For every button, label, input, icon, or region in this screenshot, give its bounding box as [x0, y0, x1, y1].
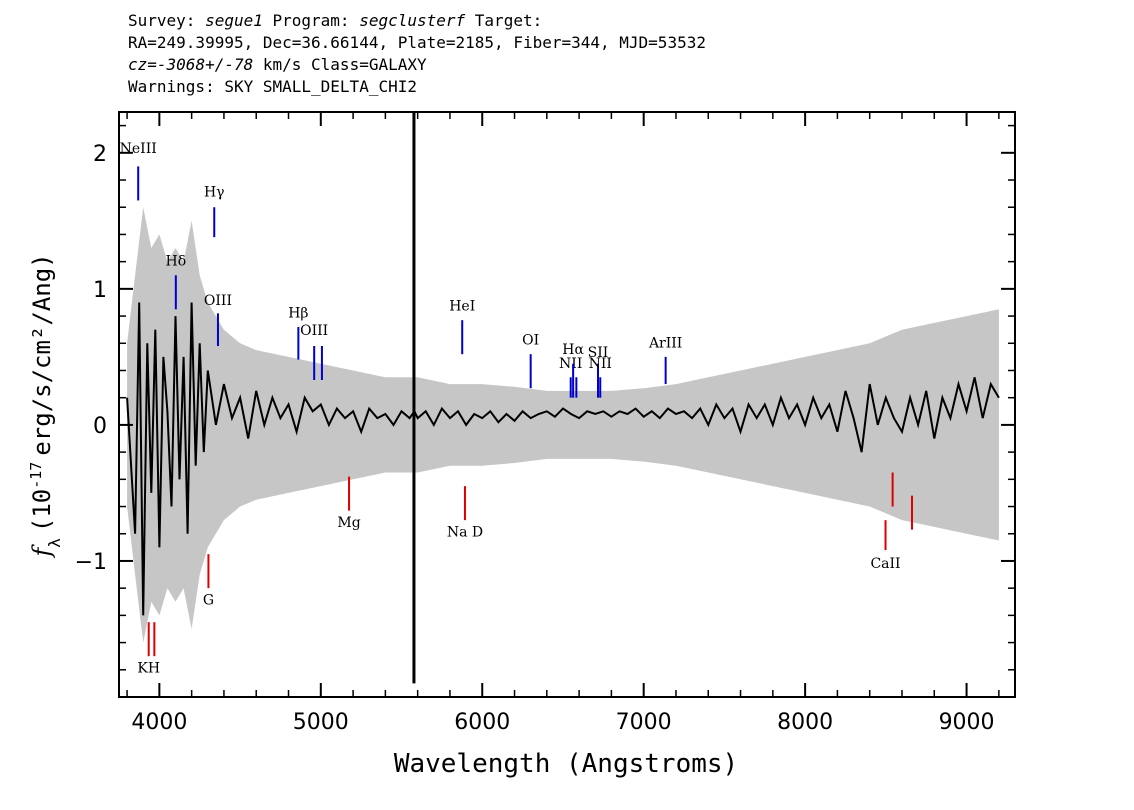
- line-marker-label: CaII: [870, 556, 900, 572]
- line-marker-label: Mg: [337, 515, 360, 531]
- x-tick-label: 5000: [293, 710, 349, 735]
- line-marker-label: Hα: [562, 342, 584, 358]
- y-axis-label: fλ(10-17erg/s/cm²/Ang): [27, 253, 64, 558]
- y-label-text: fλ(10-17erg/s/cm²/Ang): [27, 253, 64, 558]
- y-label-units: erg/s/cm²/Ang): [28, 253, 56, 455]
- y-label-paren: (10: [28, 489, 56, 532]
- line-marker-label: OI: [522, 333, 539, 349]
- header-line-2: RA=249.39995, Dec=36.66144, Plate=2185, …: [128, 33, 706, 52]
- x-tick-label: 6000: [454, 710, 510, 735]
- y-label-exp: -17: [27, 462, 45, 489]
- line-marker-label: Hδ: [166, 254, 187, 270]
- y-tick-label: 1: [93, 278, 107, 303]
- line-marker-label: KH: [137, 661, 160, 677]
- line-marker-label: Hγ: [204, 184, 225, 200]
- flux-line: [126, 302, 1000, 616]
- survey-label: Survey:: [128, 11, 206, 30]
- line-marker-label: Hβ: [288, 305, 308, 321]
- line-marker-label: NII: [559, 356, 582, 372]
- y-tick-label: −1: [75, 550, 107, 575]
- x-axis-label: Wavelength (Angstroms): [394, 749, 738, 779]
- x-tick-label: 4000: [131, 710, 187, 735]
- survey-value: segue1: [205, 11, 263, 30]
- y-label-group: fλ(10-17erg/s/cm²/Ang): [27, 253, 64, 558]
- plot-clipped: [126, 112, 1000, 684]
- x-axis: 4000 5000 6000 7000 8000 9000: [126, 112, 1000, 735]
- cz-value: -3068+/-78: [156, 55, 254, 74]
- plot-area: [126, 112, 1000, 684]
- line-marker-label: HeI: [449, 299, 475, 315]
- y-tick-label: 0: [93, 414, 107, 439]
- header-line-1: Survey: segue1 Program: segclusterf Targ…: [128, 10, 706, 32]
- line-marker-label: OIII: [204, 293, 232, 309]
- line-marker-label: NII: [589, 356, 612, 372]
- cz-label: cz=: [128, 55, 157, 74]
- header-line-3: cz=-3068+/-78 km/s Class=GALAXY: [128, 54, 706, 76]
- program-value: segclusterf: [359, 11, 466, 30]
- x-tick-label: 7000: [616, 710, 672, 735]
- plot-frame: [118, 111, 1016, 698]
- line-marker-label: Na D: [447, 524, 483, 540]
- spectrum-header: Survey: segue1 Program: segclusterf Targ…: [128, 10, 706, 98]
- line-marker-label: OIII: [300, 323, 328, 339]
- line-marker-label: SII: [588, 345, 609, 361]
- line-marker-label: ArIII: [648, 335, 682, 351]
- y-label-sub: λ: [45, 538, 64, 548]
- x-tick-label: 8000: [777, 710, 833, 735]
- target-label: Target:: [465, 11, 543, 30]
- y-axis: −1 0 1 2: [75, 124, 1015, 671]
- x-tick-label: 9000: [939, 710, 995, 735]
- header-warnings: Warnings: SKY SMALL_DELTA_CHI2: [128, 77, 417, 96]
- y-tick-label: 2: [93, 142, 107, 167]
- line-marker-label: G: [203, 592, 214, 608]
- program-label: Program:: [262, 11, 360, 30]
- line-marker-label: NeIII: [120, 141, 157, 157]
- error-envelope-area: [127, 207, 999, 643]
- cz-units: km/s Class=GALAXY: [253, 55, 427, 74]
